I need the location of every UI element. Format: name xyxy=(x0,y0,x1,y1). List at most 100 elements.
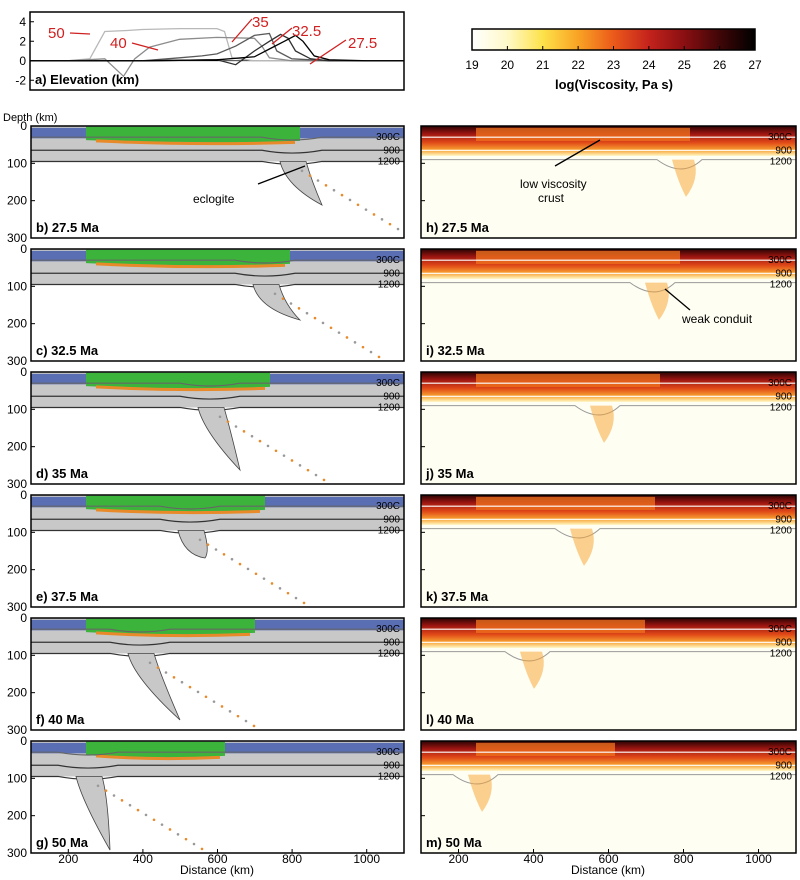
tracer-particle xyxy=(152,818,156,822)
tracer-particle xyxy=(196,690,200,694)
left-margin-crust xyxy=(31,127,86,139)
depth-tick-label: 0 xyxy=(20,242,27,256)
viscosity-panel-label: m) 50 Ma xyxy=(426,835,482,850)
elevation-time-label-pointer xyxy=(69,32,91,35)
slab-drip xyxy=(127,653,181,721)
isotherm-line xyxy=(31,628,404,633)
isotherm-line xyxy=(31,764,404,769)
viscosity-panel-frame xyxy=(420,125,797,239)
tracer-particle xyxy=(128,803,132,807)
material-panel-frame xyxy=(30,248,405,362)
tracer-particle xyxy=(172,676,176,679)
tracer-particle xyxy=(204,695,208,699)
tracer-particle xyxy=(361,345,365,349)
isotherm-label: 300C xyxy=(376,255,400,266)
viscosity-panel-frame xyxy=(420,617,797,731)
elevation-y-tick-label: -2 xyxy=(15,73,26,87)
isotherm-label: 900 xyxy=(775,268,792,279)
drip-viscosity xyxy=(468,774,492,812)
material-panel-frame xyxy=(30,494,405,608)
tracer-particle xyxy=(274,449,278,453)
colorbar-tick-label: 21 xyxy=(536,58,550,72)
slab-drip xyxy=(75,776,111,851)
tracer-particle xyxy=(218,415,222,419)
isotherm-label: 300C xyxy=(376,132,400,143)
tracer-particle xyxy=(286,591,290,595)
isotherm-label: 300C xyxy=(376,747,400,758)
tracer-particle xyxy=(372,213,376,216)
tracer-particle xyxy=(340,193,344,197)
colorbar-tick-label: 20 xyxy=(501,58,515,72)
depth-tick-label: 300 xyxy=(7,723,27,737)
isotherm-label: 1200 xyxy=(770,402,793,413)
low-viscosity-crust-zone xyxy=(476,373,660,387)
isotherm-label: 900 xyxy=(775,637,792,648)
material-panel-label: g) 50 Ma xyxy=(36,835,89,850)
elevation-time-label: 32.5 xyxy=(292,23,321,40)
tracer-particle xyxy=(306,468,310,472)
elevation-series-27-5 xyxy=(30,34,404,62)
isotherm-line xyxy=(31,751,404,756)
isotherm-label: 900 xyxy=(775,514,792,525)
tracer-particle xyxy=(300,169,304,173)
left-margin-crust xyxy=(31,619,86,631)
tracer-particle xyxy=(120,799,124,802)
colorbar-label: log(Viscosity, Pa s) xyxy=(555,77,673,92)
material-panel-label: b) 27.5 Ma xyxy=(36,220,100,235)
tracer-particle xyxy=(214,548,218,551)
right-margin-crust xyxy=(225,742,404,754)
material-panel-content xyxy=(31,495,404,605)
eclogite-layer xyxy=(95,385,266,392)
tracer-particle xyxy=(96,784,100,788)
tracer-particle xyxy=(332,188,336,192)
tracer-particle xyxy=(136,808,140,812)
depth-tick-label: 300 xyxy=(7,846,27,860)
tracer-particle xyxy=(188,685,192,689)
tracer-particle xyxy=(377,355,381,359)
low-viscosity-pointer xyxy=(554,139,601,167)
colorbar-tick-label: 19 xyxy=(465,58,479,72)
viscosity-panel-frame xyxy=(420,494,797,608)
tracer-particle xyxy=(353,341,357,344)
isotherm-line xyxy=(31,149,404,154)
tracer-particle xyxy=(246,567,250,571)
isotherm-label: 300C xyxy=(376,378,400,389)
tracer-particle xyxy=(144,813,148,817)
elevation-y-tick-label: 4 xyxy=(19,15,26,29)
tracer-particle xyxy=(180,680,184,684)
left-margin-crust xyxy=(31,496,86,508)
elevation-panel-label: a) Elevation (km) xyxy=(35,72,139,87)
isotherm-label: 300C xyxy=(768,747,792,758)
material-panel-label: c) 32.5 Ma xyxy=(36,343,99,358)
material-panel-content xyxy=(31,126,404,231)
depth-tick-label: 0 xyxy=(20,611,27,625)
tracer-particle xyxy=(270,582,274,585)
isotherm-line xyxy=(31,272,404,277)
elevation-frame xyxy=(29,11,405,91)
material-panel-content xyxy=(31,249,404,359)
tracer-particle xyxy=(160,823,164,826)
isotherm-label: 300C xyxy=(768,624,792,635)
colorbar-ticks: 19 20 21 22 23 24 25 26 27 xyxy=(465,46,762,72)
orogenic-crust xyxy=(86,741,225,758)
right-margin-crust xyxy=(300,127,404,139)
viscosity-panel-frame xyxy=(420,371,797,485)
distance-tick-label: 400 xyxy=(133,852,153,866)
tracer-particle xyxy=(164,671,168,674)
viscosity-panel-label: h) 27.5 Ma xyxy=(426,220,490,235)
elevation-time-label: 50 xyxy=(48,25,65,42)
tracer-particle xyxy=(282,454,286,457)
slab-drip xyxy=(279,161,323,206)
low-viscosity-crust-zone xyxy=(476,127,690,141)
low-viscosity-annotation-line1: low viscosity xyxy=(520,177,587,191)
tracer-particle xyxy=(305,311,309,315)
depth-tick-label: 300 xyxy=(7,477,27,491)
tracer-particle xyxy=(297,307,301,310)
